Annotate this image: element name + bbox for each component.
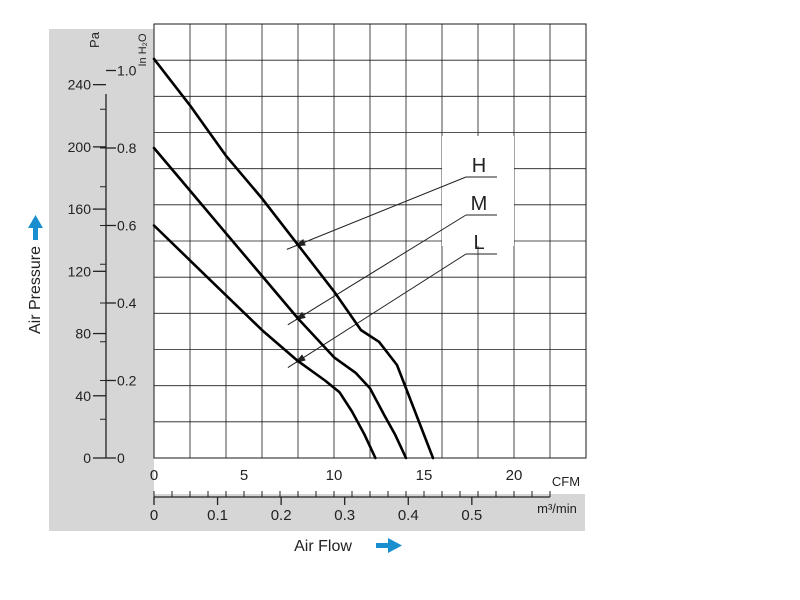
y-tick-label-pa: 200 — [68, 139, 92, 155]
curve-l — [152, 224, 377, 460]
y-tick-label-inh2o: 0.6 — [117, 218, 137, 234]
curve-m — [152, 146, 408, 460]
x-axis-ticks: 0 5 10 15 20 0 0.1 0.2 0.3 0.4 0.5 — [150, 467, 551, 524]
y-tick-label-pa: 120 — [68, 263, 92, 279]
x-tick-label-m3min: 0.2 — [271, 507, 292, 524]
y-tick-label-pa: 80 — [75, 326, 91, 342]
y-tick-label-pa: 0 — [83, 450, 91, 466]
y-inh2o-unit-label: In H₂O — [137, 33, 149, 66]
legend: HML — [471, 155, 488, 254]
x-tick-label-m3min: 0.4 — [398, 507, 419, 524]
y-pa-unit-label: Pa — [87, 31, 102, 48]
legend-label-m: M — [471, 193, 488, 215]
plot-frame — [153, 23, 587, 459]
x-tick-label-cfm: 15 — [416, 467, 433, 484]
performance-curves — [152, 57, 435, 460]
y-axis-title: Air Pressure — [27, 246, 44, 334]
legend-label-l: L — [473, 232, 484, 254]
x-tick-label-m3min: 0.3 — [334, 507, 355, 524]
x-tick-label-cfm: 20 — [506, 467, 523, 484]
legend-box — [442, 136, 514, 246]
x-axis-title: Air Flow — [294, 538, 352, 555]
y-tick-label-pa: 160 — [68, 201, 92, 217]
x-cfm-unit-label: CFM — [552, 474, 580, 489]
y-tick-label-inh2o: 0.2 — [117, 373, 137, 389]
x-tick-label-cfm: 10 — [326, 467, 343, 484]
y-tick-label-inh2o: 0.8 — [117, 140, 137, 156]
leader-line — [287, 214, 467, 326]
y-axis-ticks: 1.0 0.8 0.6 0.4 0.2 0 240 200 160 120 80 40 0 — [68, 63, 137, 467]
y-tick-label-pa: 240 — [68, 77, 92, 93]
leader-line — [286, 176, 467, 250]
x-tick-label-m3min: 0 — [150, 507, 158, 524]
x-tick-label-m3min: 0.5 — [461, 507, 482, 524]
y-tick-label-inh2o: 1.0 — [117, 63, 137, 79]
curve-h — [152, 57, 435, 460]
right-arrow-icon — [376, 538, 402, 553]
up-arrow-icon — [28, 215, 43, 240]
legend-label-h: H — [472, 155, 486, 177]
x-m3min-unit-label: m³/min — [537, 501, 577, 516]
x-tick-label-cfm: 0 — [150, 467, 158, 484]
x-tick-label-cfm: 5 — [240, 467, 248, 484]
x-tick-label-m3min: 0.1 — [207, 507, 228, 524]
leader-line — [287, 253, 467, 368]
y-tick-label-inh2o: 0 — [117, 450, 125, 466]
y-tick-label-inh2o: 0.4 — [117, 295, 137, 311]
y-tick-label-pa: 40 — [75, 388, 91, 404]
